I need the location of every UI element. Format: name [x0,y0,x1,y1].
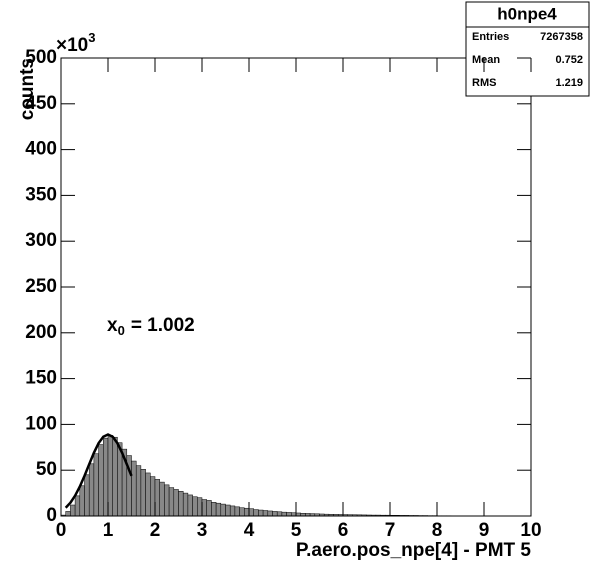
bar [178,491,184,517]
bar [164,484,170,517]
bar [258,509,264,517]
stats-label: RMS [472,77,496,89]
bar [211,502,217,517]
annotation-subscript: 0 [118,323,125,338]
y-tick-label: 150 [25,368,57,389]
y-tick-label: 400 [25,139,57,160]
y-tick-label: 200 [25,322,57,343]
fit-curve [64,433,133,509]
x-axis-title: P.aero.pos_npe[4] - PMT 5 [296,540,532,561]
bar [131,460,137,517]
bar [88,463,95,517]
bar [272,511,278,517]
exp-power: 3 [88,30,95,45]
bar [253,509,259,517]
bar [70,504,76,517]
bar [197,497,203,517]
stats-value: 7267358 [540,31,583,43]
bar [239,507,245,517]
annotation-text: = 1.002 [131,315,195,336]
bar [215,502,222,517]
bar [65,511,71,517]
bar [229,505,236,517]
x-tick-label: 8 [432,520,443,541]
bar [225,504,231,517]
bar [206,500,212,517]
stats-label: Entries [472,31,509,43]
bar [267,510,273,517]
bar [182,492,189,517]
stats-box: h0npe4 Entries 7267358 Mean 0.752 RMS 1.… [465,1,590,97]
x-tick-label: 1 [103,520,114,541]
x-tick-label: 7 [385,520,396,541]
bar [150,476,156,517]
bar [145,472,151,517]
x-tick-label: 2 [150,520,161,541]
annotation-symbol: x [107,315,118,336]
y-tick-label: 100 [25,413,57,434]
bar [98,444,104,517]
stats-title: h0npe4 [497,4,557,23]
bar [248,508,254,517]
x-tick-label: 6 [338,520,349,541]
x-tick-label: 0 [56,520,67,541]
bar [107,435,113,517]
bar [168,487,175,517]
y-tick-label: 0 [46,505,57,526]
y-tick-label: 500 [25,47,57,68]
stats-frame [465,1,590,97]
y-exponent: ×103 [56,30,95,56]
bar [244,507,250,517]
bar [79,485,85,517]
bar [281,511,287,517]
bar [84,474,90,517]
bar [140,469,146,517]
bar [159,481,165,517]
stats-label: Mean [472,54,500,66]
y-tick-label: 450 [25,93,57,114]
bar [201,499,207,517]
exp-base: ×10 [56,35,88,56]
bar [262,510,269,517]
bar [286,512,292,517]
y-tick-label: 50 [36,459,57,480]
bar [192,496,198,517]
y-tick-label: 350 [25,184,57,205]
y-tick-label: 300 [25,230,57,251]
bar [74,495,81,517]
x-tick-label: 10 [520,520,541,541]
bar [220,503,226,517]
bar [93,453,99,517]
y-axis-title: counts [17,58,38,120]
bar [187,494,193,517]
bar [103,437,109,517]
annotation: x0 = 1.002 [107,315,195,338]
x-tick-label: 4 [244,520,255,541]
stats-value: 1.219 [555,77,583,89]
x-tick-label: 5 [291,520,302,541]
x-tick-label: 3 [197,520,208,541]
bar [234,506,240,517]
bar [173,489,179,517]
x-tick-label: 9 [479,520,490,541]
bar [276,511,283,517]
stats-value: 0.752 [555,54,583,66]
bar [135,465,142,517]
y-tick-label: 250 [25,276,57,297]
bar [112,436,118,517]
bar [154,479,160,517]
